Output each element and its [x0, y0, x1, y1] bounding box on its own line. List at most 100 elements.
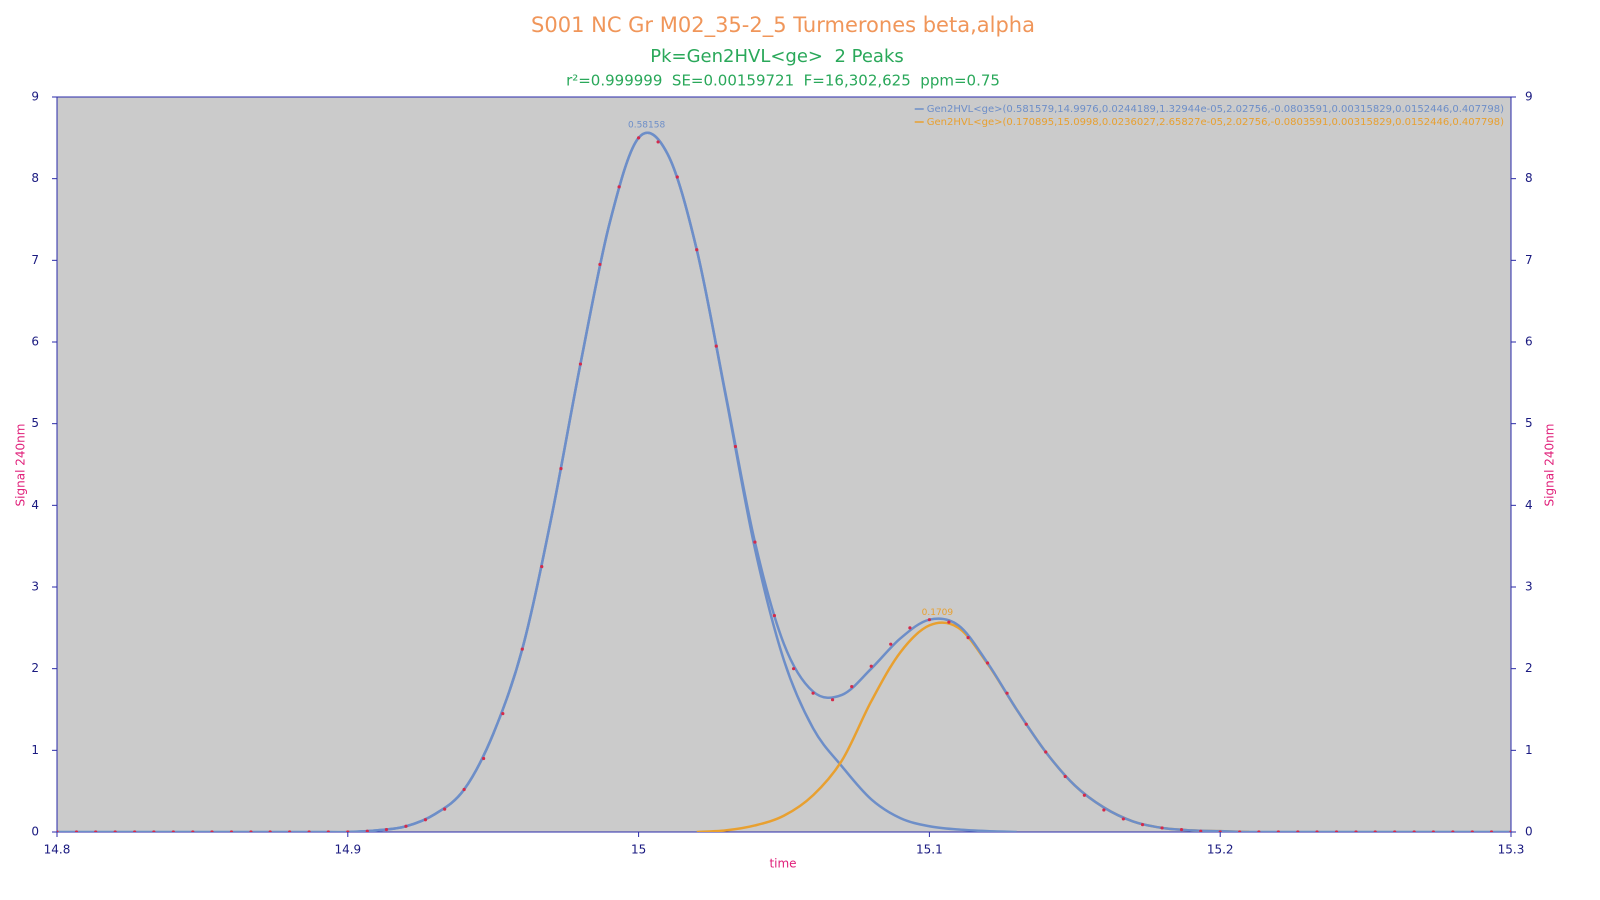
data-point [1412, 830, 1416, 832]
y-tick-label: 6 [31, 335, 39, 349]
data-point [404, 824, 408, 828]
x-tick-label: 15 [631, 843, 646, 857]
data-point [171, 830, 175, 832]
data-point [889, 642, 893, 646]
y-tick-label: 2 [31, 661, 39, 675]
y2-tick-label: 0 [1525, 825, 1533, 839]
data-point [384, 827, 389, 832]
data-point [559, 466, 563, 471]
x-tick-label: 14.9 [334, 843, 361, 857]
y-tick-label: 3 [31, 580, 39, 594]
peak-label: 0.1709 [922, 608, 954, 618]
data-point [520, 647, 524, 651]
data-point [1470, 830, 1474, 832]
legend-label: Gen2HVL<ge>(0.170895,15.0998,0.0236027,2… [927, 117, 1504, 128]
y-tick-label: 0 [31, 825, 39, 839]
data-point [1451, 830, 1455, 832]
y-tick-label: 5 [31, 416, 39, 430]
data-point [1160, 826, 1164, 830]
x-axis-label: time [769, 857, 796, 871]
data-point [501, 711, 505, 716]
y2-tick-label: 9 [1525, 90, 1533, 104]
data-point [1296, 830, 1300, 832]
x-tick-label: 15.2 [1207, 843, 1234, 857]
data-point [74, 830, 79, 832]
data-point [1315, 830, 1319, 832]
x-tick-label: 15.3 [1498, 843, 1525, 857]
data-point [733, 444, 738, 449]
data-point [423, 818, 428, 822]
data-point [811, 691, 815, 695]
y-axis-label: Signal 240nm [14, 424, 28, 507]
y2-tick-label: 3 [1525, 580, 1533, 594]
data-point [346, 830, 350, 832]
data-point [966, 636, 970, 640]
data-point [850, 685, 854, 689]
x-tick-label: 14.8 [44, 843, 71, 857]
data-point [714, 344, 718, 348]
data-point [1276, 830, 1280, 832]
data-point [1044, 750, 1048, 754]
data-point [288, 830, 292, 832]
data-point [462, 787, 466, 792]
series-line [57, 131, 1511, 832]
data-point [947, 620, 951, 624]
data-point [753, 540, 757, 544]
data-point [482, 756, 486, 761]
y-tick-label: 7 [31, 253, 39, 267]
data-point [598, 262, 602, 267]
data-point [985, 661, 990, 665]
data-point [1334, 830, 1339, 832]
legend-label: Gen2HVL<ge>(0.581579,14.9976,0.0244189,1… [927, 104, 1504, 115]
plot-area [56, 96, 1512, 833]
data-point [1509, 830, 1511, 832]
data-point [1393, 830, 1397, 832]
data-point [908, 626, 912, 630]
data-point [617, 185, 621, 189]
y-tick-label: 8 [31, 171, 39, 185]
y-tick-label: 1 [31, 743, 39, 757]
data-point [1431, 830, 1435, 832]
data-point [830, 698, 835, 702]
data-point [249, 830, 253, 832]
data-point [1024, 722, 1028, 726]
data-point [133, 830, 137, 832]
data-point [268, 830, 272, 832]
data-point [443, 807, 447, 811]
plot-layer [57, 131, 1511, 832]
y2-tick-label: 4 [1525, 498, 1533, 512]
data-point [1354, 830, 1358, 832]
y2-axis-label: Signal 240nm [1543, 424, 1557, 507]
data-point [210, 830, 214, 832]
data-point [1140, 823, 1145, 827]
data-point [1373, 830, 1377, 832]
data-point [1179, 827, 1184, 832]
chart-subtitle: Pk=Gen2HVL<ge> 2 Peaks [650, 46, 904, 67]
y2-tick-label: 8 [1525, 171, 1533, 185]
peak-label: 0.58158 [628, 120, 665, 130]
data-point [656, 140, 660, 144]
data-point [540, 564, 544, 569]
data-point [578, 362, 583, 366]
data-point [791, 667, 796, 671]
y2-tick-label: 1 [1525, 743, 1533, 757]
data-point [772, 613, 777, 618]
data-point [1489, 830, 1494, 832]
data-point [1257, 830, 1261, 832]
data-point [94, 830, 98, 832]
data-point [113, 830, 117, 832]
data-point [869, 664, 873, 668]
data-point [365, 829, 369, 832]
fit-stats: r²=0.999999 SE=0.00159721 F=16,302,625 p… [566, 72, 1000, 90]
data-point [307, 830, 311, 832]
data-point [152, 830, 156, 832]
data-point [1102, 808, 1106, 812]
y2-tick-label: 7 [1525, 253, 1533, 267]
data-point [1063, 774, 1067, 779]
data-point [191, 830, 195, 832]
data-point [1082, 793, 1086, 797]
data-point [675, 175, 679, 179]
chart-title: S001 NC Gr M02_35-2_5 Turmerones beta,al… [531, 13, 1035, 38]
data-point [927, 618, 932, 622]
